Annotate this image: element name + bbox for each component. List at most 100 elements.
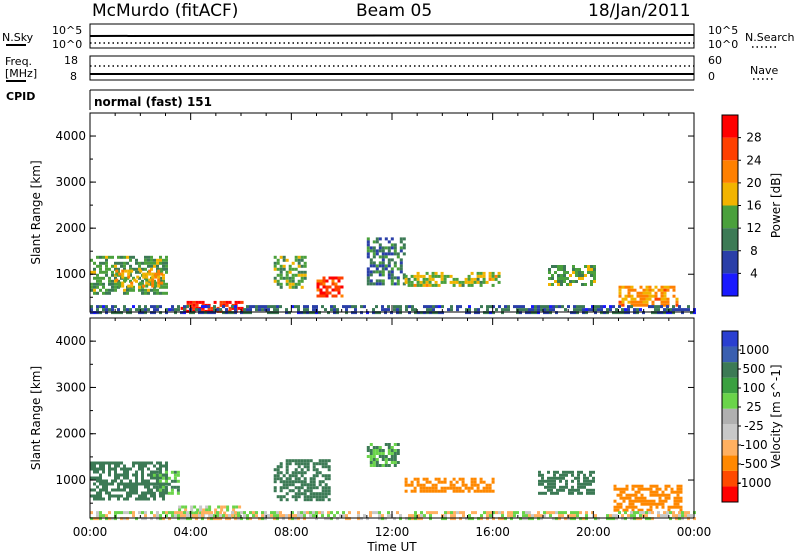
data-cell [462,511,465,515]
data-cell [387,273,391,277]
data-cell [246,308,249,312]
data-cell [661,499,665,503]
data-cell [663,285,667,289]
y-tick-label: 4000 [55,334,86,348]
data-cell [613,499,617,503]
data-cell [471,511,474,515]
data-cell [645,288,649,292]
data-cell [507,305,510,309]
data-cell [396,279,400,283]
data-cell [411,308,414,312]
data-cell [171,308,174,312]
data-cell [216,514,219,518]
data-cell [390,279,394,283]
data-cell [672,511,675,515]
data-cell [552,517,555,521]
data-cell [315,311,318,315]
data-cell [378,511,381,515]
data-cell [123,464,126,468]
data-cell [676,493,680,497]
data-cell [129,279,132,283]
data-cell [372,264,376,268]
data-cell [372,240,376,244]
data-cell [135,270,138,274]
data-cell [180,306,184,310]
data-cell [381,261,385,265]
data-cell [315,498,319,502]
data-cell [434,271,438,275]
data-cell [369,514,372,518]
data-cell [273,261,277,265]
data-cell [684,308,687,312]
data-cell [135,470,138,474]
data-cell [141,464,144,468]
data-cell [553,473,556,477]
data-cell [639,517,642,521]
data-cell [390,252,394,256]
data-cell [619,496,623,500]
data-cell [222,300,226,304]
data-cell [637,487,641,491]
data-cell [121,272,125,276]
noise-left-tick-bottom: 10^0 [52,38,83,51]
data-cell [581,274,584,277]
data-cell [156,461,159,465]
data-cell [637,496,641,500]
data-cell [270,311,273,315]
data-cell [285,483,289,487]
data-cell [99,261,102,265]
data-cell [669,511,672,515]
data-cell [574,488,577,492]
data-cell [461,283,465,287]
data-cell [318,462,322,466]
data-cell [144,482,147,486]
data-cell [161,476,165,480]
data-cell [108,517,111,521]
data-cell [570,311,573,315]
data-cell [489,305,492,309]
data-cell [309,489,313,493]
data-cell [204,511,207,515]
data-cell [183,511,186,515]
data-cell [366,455,370,458]
data-cell [443,486,447,490]
data-cell [324,517,327,521]
data-cell [264,511,267,515]
colorbar-segment [722,137,738,161]
data-cell [660,514,663,518]
data-cell [141,511,144,515]
data-cell [297,261,301,265]
data-cell [161,485,165,489]
data-cell [99,305,102,309]
data-cell [306,305,309,309]
data-cell [576,514,579,518]
data-cell [621,300,625,304]
data-cell [158,485,162,489]
data-cell [425,480,429,484]
data-cell [366,249,370,253]
data-cell [589,488,592,492]
data-cell [375,252,379,256]
data-cell [676,502,680,506]
data-cell [93,470,96,474]
colorbar-segment [722,273,738,296]
data-cell [138,497,141,501]
data-cell [114,488,117,492]
data-cell [195,303,199,307]
data-cell [573,311,576,315]
data-cell [537,311,540,315]
data-cell [455,277,459,281]
data-cell [588,308,591,312]
data-cell [381,270,385,274]
data-cell [327,477,331,481]
data-cell [642,291,646,295]
data-cell [384,246,388,250]
data-cell [609,308,612,312]
data-cell [297,489,301,493]
data-cell [147,291,150,295]
data-cell [162,282,165,286]
data-cell [198,311,201,315]
data-cell [491,277,495,281]
data-cell [158,491,162,495]
